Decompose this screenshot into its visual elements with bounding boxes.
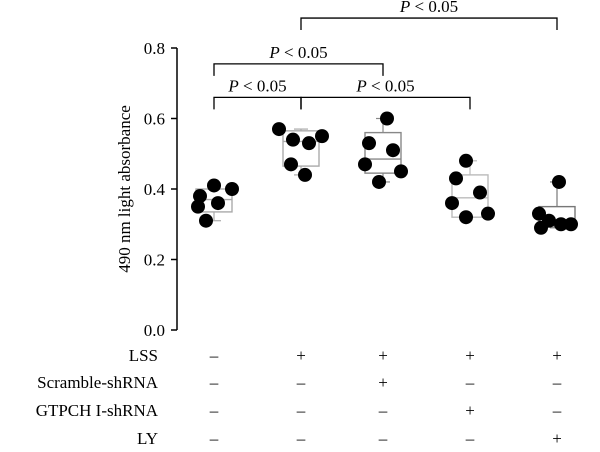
- data-point: [207, 178, 221, 193]
- condition-value: –: [209, 373, 219, 392]
- condition-value: +: [465, 401, 475, 420]
- data-point: [449, 171, 463, 186]
- data-point: [481, 206, 495, 221]
- data-point: [211, 196, 225, 211]
- condition-value: –: [296, 401, 306, 420]
- data-point: [445, 196, 459, 211]
- data-point: [284, 157, 298, 172]
- y-tick-label: 0.2: [144, 251, 165, 270]
- condition-value: –: [296, 373, 306, 392]
- condition-value: +: [378, 373, 388, 392]
- data-point: [315, 129, 329, 144]
- significance-label: P < 0.05: [227, 76, 286, 95]
- condition-value: +: [552, 346, 562, 365]
- data-point: [302, 136, 316, 151]
- box: [364, 131, 402, 174]
- significance-bracket: [213, 63, 384, 76]
- condition-value: –: [378, 429, 388, 448]
- data-point: [532, 206, 546, 221]
- significance-label: P < 0.05: [268, 43, 327, 62]
- data-point: [199, 213, 213, 228]
- data-point: [394, 164, 408, 179]
- data-point: [473, 185, 487, 200]
- axes: 0.0 0.2 0.4 0.6 0.8 490 nm light absorbance: [115, 39, 178, 340]
- condition-value: –: [209, 429, 219, 448]
- data-point: [286, 132, 300, 147]
- data-point: [554, 217, 568, 232]
- condition-label: Scramble-shRNA: [37, 373, 159, 392]
- significance-bracket: [300, 17, 558, 31]
- condition-label: LY: [137, 429, 158, 448]
- y-axis-label: 490 nm light absorbance: [115, 105, 134, 273]
- condition-value: –: [378, 401, 388, 420]
- condition-value: –: [465, 429, 475, 448]
- condition-value: –: [552, 401, 562, 420]
- y-tick-label: 0.8: [144, 39, 165, 58]
- condition-value: –: [209, 346, 219, 365]
- data-point: [358, 157, 372, 172]
- condition-label: GTPCH I-shRNA: [36, 401, 159, 420]
- significance-bracket: [213, 96, 302, 110]
- significance-brackets: P < 0.05 P < 0.05 P < 0.05 P < 0.05: [213, 0, 558, 110]
- data-point: [459, 153, 473, 168]
- condition-table: LSS – + + + + Scramble-shRNA – – + – – GTPCH I-shRNA…: [36, 346, 562, 448]
- data-point: [459, 210, 473, 225]
- condition-value: –: [209, 401, 219, 420]
- significance-label: P < 0.05: [355, 76, 414, 95]
- data-point: [534, 220, 548, 235]
- y-tick-label: 0.4: [144, 180, 166, 199]
- condition-value: +: [378, 346, 388, 365]
- data-point: [372, 174, 386, 189]
- condition-value: –: [552, 373, 562, 392]
- data-point: [552, 174, 566, 189]
- y-tick-label: 0.0: [144, 321, 165, 340]
- y-tick-label: 0.6: [144, 110, 165, 129]
- data-point: [191, 199, 205, 214]
- condition-value: –: [465, 373, 475, 392]
- condition-value: +: [552, 429, 562, 448]
- significance-label: P < 0.05: [399, 0, 458, 16]
- significance-bracket: [300, 96, 471, 110]
- condition-value: +: [465, 346, 475, 365]
- condition-value: +: [296, 346, 306, 365]
- condition-label: LSS: [129, 346, 158, 365]
- box: [282, 130, 320, 167]
- data-point: [362, 136, 376, 151]
- data-point: [272, 122, 286, 137]
- data-point: [193, 189, 207, 204]
- condition-value: –: [296, 429, 306, 448]
- data-point: [298, 167, 312, 182]
- data-point: [564, 217, 578, 232]
- data-point: [380, 111, 394, 126]
- data-point: [225, 182, 239, 196]
- data-points: [191, 111, 578, 235]
- boxes: [195, 117, 576, 229]
- data-point: [386, 143, 400, 158]
